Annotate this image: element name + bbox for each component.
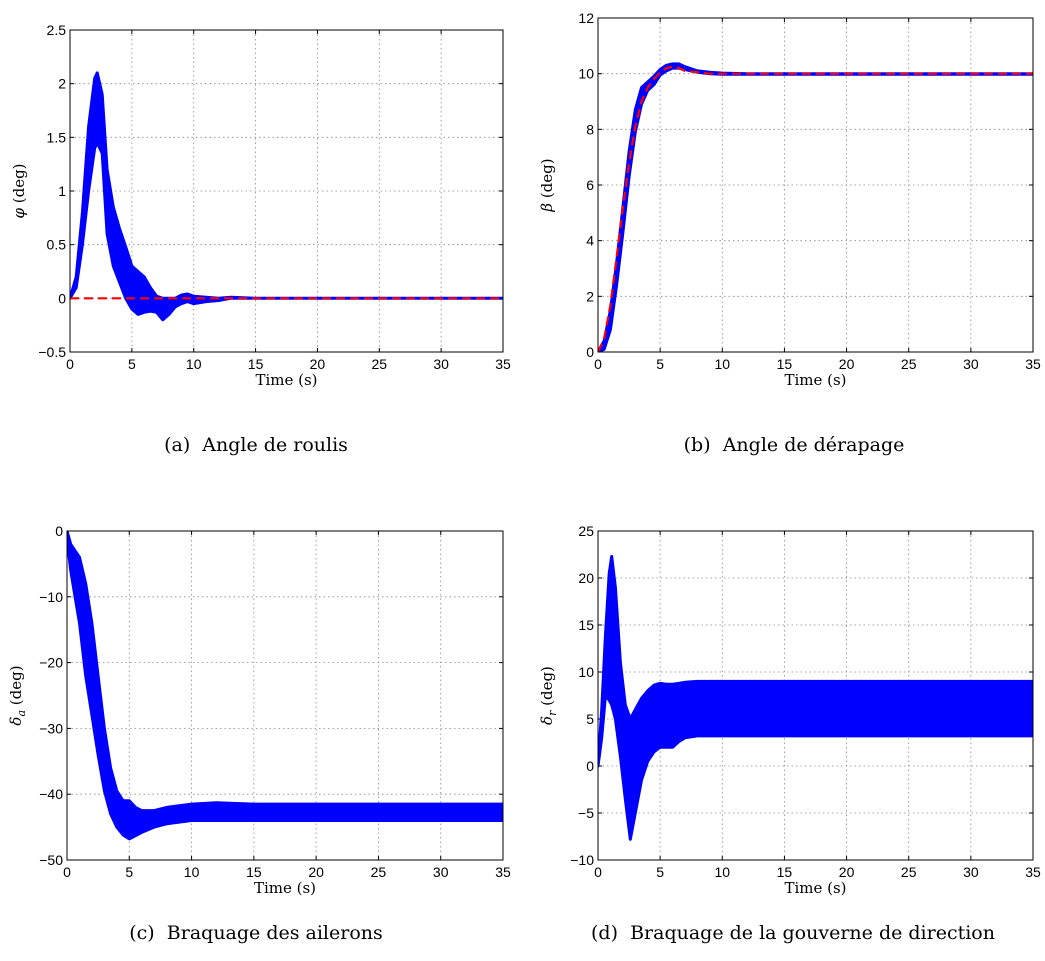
simulation-envelope — [70, 71, 503, 322]
y-tick-label: −20 — [39, 655, 63, 671]
x-tick-label: 10 — [184, 864, 200, 880]
y-axis-unit: (deg) — [7, 665, 25, 710]
x-tick-label: 35 — [495, 356, 511, 372]
x-tick-label: 30 — [433, 864, 449, 880]
y-axis-unit: (deg) — [10, 163, 28, 208]
y-tick-label: −10 — [39, 589, 63, 605]
y-tick-label: 15 — [578, 617, 594, 633]
x-axis-label: Time (s) — [784, 371, 846, 389]
x-tick-label: 15 — [248, 356, 264, 372]
axes-frame — [597, 17, 1034, 353]
x-tick-label: 30 — [433, 356, 449, 372]
simulation-envelope — [67, 531, 503, 841]
y-tick-label: 0 — [55, 523, 63, 539]
x-tick-label: 10 — [714, 356, 730, 372]
y-tick-label: 0 — [586, 344, 594, 360]
x-tick-label: 10 — [186, 356, 202, 372]
x-tick-label: 0 — [63, 864, 71, 880]
axes-frame — [66, 530, 504, 861]
x-tick-label: 25 — [371, 356, 387, 372]
subfigure-caption: (b) Angle de dérapage — [684, 434, 905, 456]
x-tick-label: 15 — [246, 864, 262, 880]
subplot-aileron-deflection: 0 5 10 15 20 25 30 35 −50 −40 −30 −20 −10 0 Time (s) δa… — [7, 523, 511, 944]
y-axis-label: φ (deg) — [10, 163, 28, 218]
y-tick-label: −10 — [570, 852, 594, 868]
simulation-envelope — [598, 554, 1033, 841]
x-tick-label: 15 — [777, 864, 793, 880]
x-tick-label: 0 — [594, 356, 602, 372]
y-axis-symbol: δ — [7, 717, 25, 726]
reference-line — [598, 65, 1033, 352]
x-tick-label: 30 — [963, 356, 979, 372]
axes-frame — [597, 530, 1034, 861]
x-tick-label: 0 — [66, 356, 74, 372]
y-axis-subscript: a — [15, 710, 28, 717]
y-tick-label: 0 — [586, 758, 594, 774]
y-axis-symbol: δ — [538, 716, 556, 725]
x-tick-label: 20 — [308, 864, 324, 880]
y-axis-symbol: φ — [10, 208, 28, 219]
x-tick-label: 25 — [901, 864, 917, 880]
x-tick-label: 5 — [128, 356, 136, 372]
x-axis-label: Time (s) — [255, 371, 317, 389]
y-axis-subscript: r — [546, 710, 559, 716]
x-tick-label: 20 — [839, 356, 855, 372]
x-tick-label: 10 — [714, 864, 730, 880]
x-tick-label: 35 — [1025, 864, 1041, 880]
x-tick-label: 0 — [594, 864, 602, 880]
y-tick-label: 2 — [586, 288, 594, 304]
y-axis-label: δr (deg) — [538, 666, 559, 725]
y-tick-label: 1.5 — [47, 129, 67, 145]
y-tick-label: −40 — [39, 786, 63, 802]
y-axis-symbol: β — [538, 203, 556, 213]
y-tick-label: 2.5 — [47, 22, 67, 38]
y-tick-label: 5 — [586, 711, 594, 727]
x-tick-label: 5 — [125, 864, 133, 880]
x-tick-label: 20 — [839, 864, 855, 880]
x-tick-label: 25 — [901, 356, 917, 372]
y-tick-label: −50 — [39, 852, 63, 868]
x-tick-label: 5 — [656, 864, 664, 880]
y-tick-label: −30 — [39, 720, 63, 736]
y-tick-label: 8 — [586, 121, 594, 137]
y-axis-unit: (deg) — [538, 158, 556, 203]
y-axis-label: β (deg) — [538, 158, 556, 212]
x-tick-label: 35 — [495, 864, 511, 880]
y-tick-label: 10 — [578, 664, 594, 680]
y-tick-label: 10 — [578, 66, 594, 82]
x-tick-label: 15 — [777, 356, 793, 372]
subplot-sideslip-angle: 0 5 10 15 20 25 30 35 0 2 4 6 8 10 12 Time (s) β (deg) (b… — [538, 10, 1041, 456]
y-tick-label: 0 — [58, 290, 66, 306]
x-tick-label: 35 — [1025, 356, 1041, 372]
y-axis-unit: (deg) — [538, 666, 556, 711]
y-tick-label: 4 — [586, 233, 594, 249]
y-tick-label: 2 — [58, 76, 66, 92]
x-tick-label: 25 — [371, 864, 387, 880]
simulation-envelope — [598, 62, 1033, 352]
y-tick-label: 20 — [578, 570, 594, 586]
x-axis-label: Time (s) — [784, 879, 846, 897]
y-tick-label: 0.5 — [47, 237, 67, 253]
axes-frame — [69, 29, 504, 353]
subfigure-caption: (d) Braquage de la gouverne de direction — [591, 922, 995, 944]
subfigure-caption: (a) Angle de roulis — [164, 434, 348, 456]
y-tick-label: 1 — [58, 183, 66, 199]
x-tick-label: 20 — [310, 356, 326, 372]
subfigure-caption: (c) Braquage des ailerons — [129, 922, 383, 944]
x-tick-label: 30 — [963, 864, 979, 880]
y-tick-label: 12 — [578, 10, 594, 26]
subplot-rudder-deflection: 0 5 10 15 20 25 30 35 −10 −5 0 5 10 15 20 25 Time (s) δr … — [538, 523, 1041, 944]
y-tick-label: 6 — [586, 177, 594, 193]
y-axis-label: δa (deg) — [7, 665, 28, 725]
y-tick-label: 25 — [578, 523, 594, 539]
y-tick-label: −0.5 — [38, 344, 66, 360]
x-axis-label: Time (s) — [254, 879, 316, 897]
x-tick-label: 5 — [656, 356, 664, 372]
y-tick-label: −5 — [578, 805, 594, 821]
